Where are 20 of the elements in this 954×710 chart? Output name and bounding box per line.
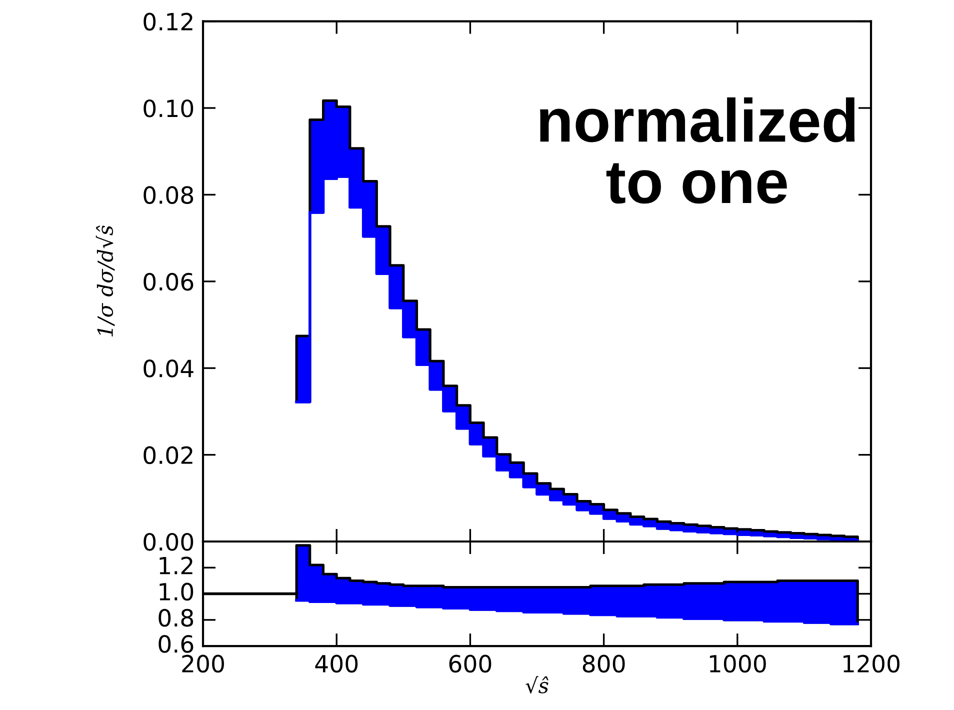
y-tick-label: 0.12 bbox=[144, 12, 192, 31]
y-tick-label: 0.8 bbox=[158, 608, 194, 627]
x-tick-label: 1200 bbox=[844, 654, 900, 673]
y-tick-label: 0.06 bbox=[144, 272, 194, 291]
y-tick-label: 0.02 bbox=[144, 446, 192, 464]
y-tick-label: 1.2 bbox=[160, 556, 192, 574]
x-tick-label: 800 bbox=[582, 654, 625, 673]
y-tick-label: 0.10 bbox=[144, 99, 194, 118]
y-tick-label: 1.0 bbox=[160, 582, 194, 601]
y-tick-label: 0.04 bbox=[144, 360, 194, 378]
x-axis-title: √ŝ bbox=[526, 676, 548, 694]
y-tick-label: 0.6 bbox=[158, 635, 194, 653]
y-axis-title: 1/σ dσ/d√ŝ bbox=[96, 225, 115, 336]
x-tick-label: 400 bbox=[315, 654, 358, 673]
x-tick-label: 200 bbox=[182, 654, 224, 673]
y-tick-label: 0.00 bbox=[144, 532, 194, 551]
x-tick-label: 600 bbox=[449, 654, 492, 673]
y-tick-label: 0.08 bbox=[144, 186, 194, 204]
annotation: normalized to one bbox=[540, 97, 855, 204]
x-tick-label: 1000 bbox=[710, 654, 766, 673]
